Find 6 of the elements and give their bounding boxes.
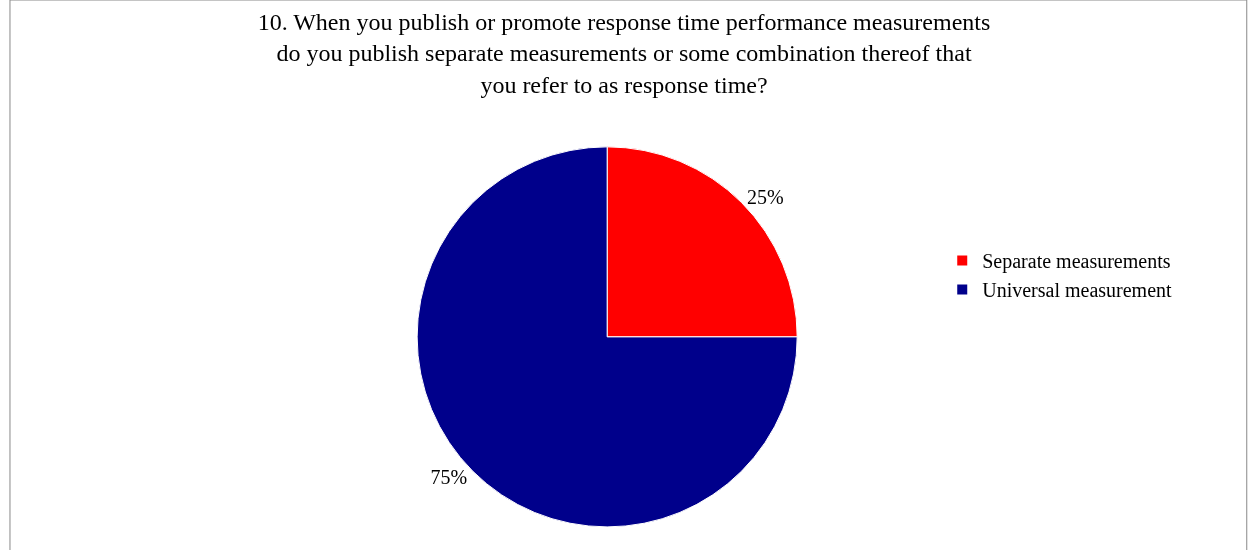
data-label: 75% xyxy=(430,465,468,488)
legend-label: Universal measurement xyxy=(982,279,1173,302)
chart-title: 10. When you publish or promote response time performance measurements do you publish separate measurements or some combination thereof that you refer to as response time? xyxy=(257,9,991,98)
data-label: 25% xyxy=(747,186,784,209)
legend-label: Separate measurements xyxy=(982,250,1171,274)
pie-slice xyxy=(416,146,798,528)
